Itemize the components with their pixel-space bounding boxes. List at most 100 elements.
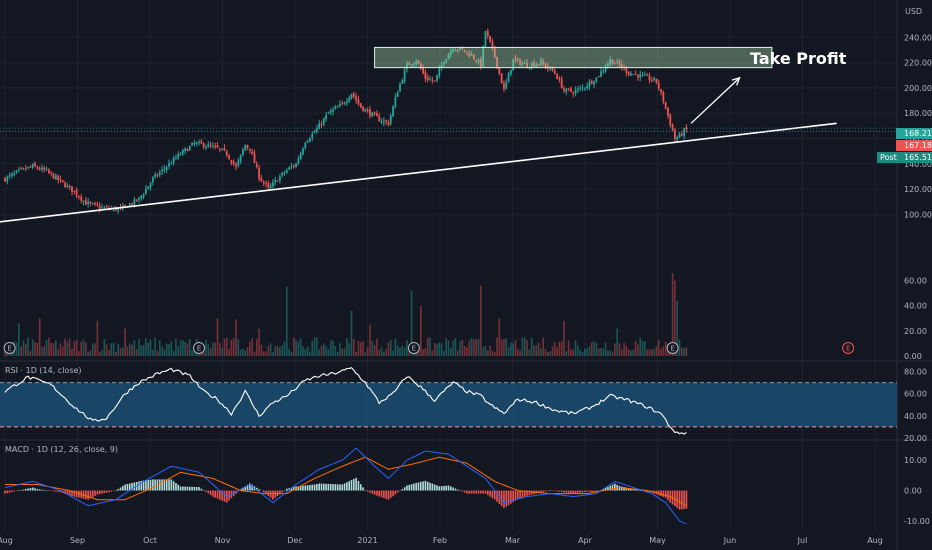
candle-body bbox=[357, 99, 360, 104]
candle-body bbox=[22, 167, 25, 169]
volume-bar bbox=[299, 338, 302, 356]
volume-bar bbox=[186, 343, 189, 356]
candle-body bbox=[507, 73, 510, 83]
candle-body bbox=[378, 115, 381, 122]
volume-bar bbox=[122, 347, 124, 356]
volume-bar bbox=[664, 341, 667, 356]
macd-histogram-bar bbox=[526, 490, 528, 496]
volume-bar bbox=[549, 351, 551, 356]
candle-body bbox=[667, 107, 669, 116]
candle-body bbox=[620, 64, 623, 68]
macd-histogram-bar bbox=[570, 490, 572, 494]
candle-body bbox=[94, 203, 96, 205]
candle-body bbox=[655, 78, 658, 83]
macd-histogram-bar bbox=[170, 479, 173, 491]
volume-bar bbox=[175, 338, 177, 356]
volume-bar bbox=[433, 342, 436, 356]
volume-bar bbox=[473, 339, 475, 356]
volume-bar bbox=[22, 340, 25, 356]
volume-bar bbox=[170, 341, 173, 356]
volume-bar bbox=[85, 342, 87, 356]
price-tick-label: 120.00 bbox=[904, 185, 932, 194]
volume-bar bbox=[302, 346, 304, 356]
candle-body bbox=[209, 144, 212, 146]
volume-bar bbox=[82, 339, 85, 356]
volume-bar bbox=[219, 343, 221, 356]
volume-bar bbox=[551, 346, 554, 356]
rsi-tick-label: 60.00 bbox=[904, 390, 927, 399]
candle-body bbox=[613, 63, 616, 65]
candle-body bbox=[131, 203, 133, 205]
macd-histogram-bar bbox=[158, 479, 161, 491]
candle-body bbox=[98, 205, 101, 209]
volume-bar bbox=[651, 349, 653, 356]
macd-histogram-bar bbox=[31, 487, 34, 491]
macd-histogram-bar bbox=[593, 490, 595, 493]
earnings-marker-icon[interactable] bbox=[666, 342, 679, 354]
macd-histogram-bar bbox=[420, 481, 422, 491]
candle-body bbox=[168, 163, 170, 167]
candle-body bbox=[424, 71, 427, 79]
macd-histogram-bar bbox=[480, 490, 482, 494]
macd-tick-label: -10.00 bbox=[904, 517, 930, 526]
volume-bar bbox=[320, 345, 323, 356]
macd-histogram-bar bbox=[440, 486, 443, 491]
macd-histogram-bar bbox=[322, 483, 325, 491]
macd-histogram-bar bbox=[639, 490, 642, 492]
volume-bar bbox=[128, 343, 131, 356]
volume-bar bbox=[530, 337, 533, 356]
earnings-marker-icon[interactable] bbox=[842, 342, 855, 354]
volume-bar bbox=[145, 338, 147, 356]
macd-histogram-bar bbox=[145, 480, 147, 491]
candle-body bbox=[389, 115, 392, 124]
macd-histogram-bar bbox=[101, 490, 103, 494]
macd-histogram-bar bbox=[13, 490, 16, 492]
candle-body bbox=[387, 122, 390, 126]
candle-body bbox=[15, 170, 18, 173]
macd-histogram-bar bbox=[346, 482, 348, 491]
candle-body bbox=[516, 59, 519, 61]
candle-body bbox=[302, 148, 304, 155]
volume-bar bbox=[660, 349, 662, 356]
volume-bar bbox=[366, 347, 369, 356]
candle-body bbox=[292, 166, 295, 168]
macd-histogram-bar bbox=[685, 490, 688, 509]
earnings-marker-icon[interactable] bbox=[193, 342, 206, 354]
candle-body bbox=[24, 168, 27, 170]
volume-bar bbox=[380, 347, 383, 356]
candle-body bbox=[147, 186, 150, 190]
candle-body bbox=[89, 202, 92, 204]
macd-histogram-bar bbox=[96, 490, 99, 495]
volume-bar bbox=[553, 341, 556, 356]
price-tick-label: 100.00 bbox=[904, 210, 932, 219]
last-price-text: 168.21 bbox=[904, 129, 932, 138]
macd-histogram-bar bbox=[251, 484, 253, 491]
volume-bar bbox=[163, 349, 166, 356]
macd-histogram-bar bbox=[140, 480, 143, 491]
candle-body bbox=[590, 81, 593, 84]
candle-body bbox=[158, 172, 161, 175]
macd-histogram-bar bbox=[396, 490, 399, 493]
earnings-marker-icon[interactable] bbox=[3, 342, 16, 354]
volume-bar bbox=[526, 339, 528, 356]
macd-histogram-bar bbox=[410, 484, 413, 491]
candle-body bbox=[154, 174, 157, 177]
time-tick-label: Feb bbox=[433, 536, 447, 545]
earnings-marker-icon[interactable] bbox=[407, 342, 420, 354]
candle-body bbox=[563, 88, 565, 91]
candle-body bbox=[225, 151, 228, 156]
candle-body bbox=[163, 168, 166, 170]
time-tick-label: Aug bbox=[867, 536, 883, 545]
price-tick-label: 200.00 bbox=[904, 84, 932, 93]
candle-body bbox=[366, 109, 369, 111]
volume-bar bbox=[31, 339, 34, 356]
candle-body bbox=[8, 175, 11, 177]
candle-body bbox=[540, 60, 542, 66]
macd-histogram-bar bbox=[260, 490, 263, 492]
macd-histogram-bar bbox=[607, 486, 609, 491]
volume-bar bbox=[20, 346, 22, 356]
time-axis[interactable]: Aug Sep Oct Nov Dec 2021 Feb Mar Apr May Jun Jul Aug bbox=[0, 536, 883, 545]
volume-bar bbox=[255, 339, 258, 356]
